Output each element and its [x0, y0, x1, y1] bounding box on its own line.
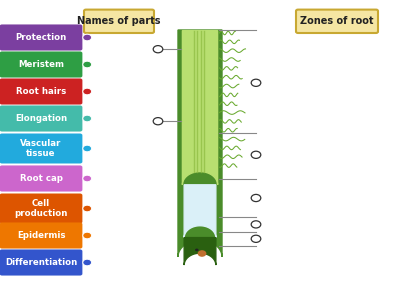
- Circle shape: [251, 235, 261, 242]
- FancyBboxPatch shape: [0, 106, 82, 131]
- Circle shape: [251, 194, 261, 202]
- Text: Vascular
tissue: Vascular tissue: [20, 139, 62, 158]
- Polygon shape: [182, 31, 218, 185]
- Text: Epidermis: Epidermis: [17, 231, 65, 240]
- Text: Differentiation: Differentiation: [5, 258, 77, 267]
- FancyBboxPatch shape: [296, 10, 378, 33]
- FancyBboxPatch shape: [84, 10, 154, 33]
- Circle shape: [83, 145, 92, 152]
- Circle shape: [251, 79, 261, 86]
- Circle shape: [251, 151, 261, 158]
- Polygon shape: [178, 30, 222, 257]
- Circle shape: [198, 250, 206, 257]
- FancyBboxPatch shape: [0, 165, 82, 191]
- Text: Cell
production: Cell production: [14, 199, 68, 218]
- FancyBboxPatch shape: [0, 134, 82, 164]
- FancyBboxPatch shape: [0, 24, 82, 50]
- Text: Protection: Protection: [15, 33, 67, 42]
- Text: Root hairs: Root hairs: [16, 87, 66, 96]
- Circle shape: [83, 115, 92, 122]
- Circle shape: [83, 205, 92, 212]
- Circle shape: [83, 61, 92, 68]
- FancyBboxPatch shape: [0, 223, 82, 248]
- Circle shape: [83, 175, 92, 182]
- Text: Root cap: Root cap: [20, 174, 62, 183]
- Circle shape: [251, 221, 261, 228]
- FancyBboxPatch shape: [0, 51, 82, 77]
- FancyBboxPatch shape: [0, 194, 82, 224]
- Text: Names of parts: Names of parts: [78, 16, 161, 26]
- Polygon shape: [184, 238, 216, 265]
- Text: Meristem: Meristem: [18, 60, 64, 69]
- Circle shape: [83, 88, 92, 95]
- Circle shape: [83, 232, 92, 239]
- Polygon shape: [184, 185, 216, 238]
- Text: Elongation: Elongation: [15, 114, 67, 123]
- Circle shape: [83, 34, 92, 41]
- Circle shape: [83, 259, 92, 266]
- FancyBboxPatch shape: [0, 250, 82, 275]
- Circle shape: [153, 46, 163, 53]
- FancyBboxPatch shape: [0, 78, 82, 105]
- Circle shape: [153, 118, 163, 125]
- Circle shape: [195, 249, 198, 251]
- Text: Zones of root: Zones of root: [300, 16, 374, 26]
